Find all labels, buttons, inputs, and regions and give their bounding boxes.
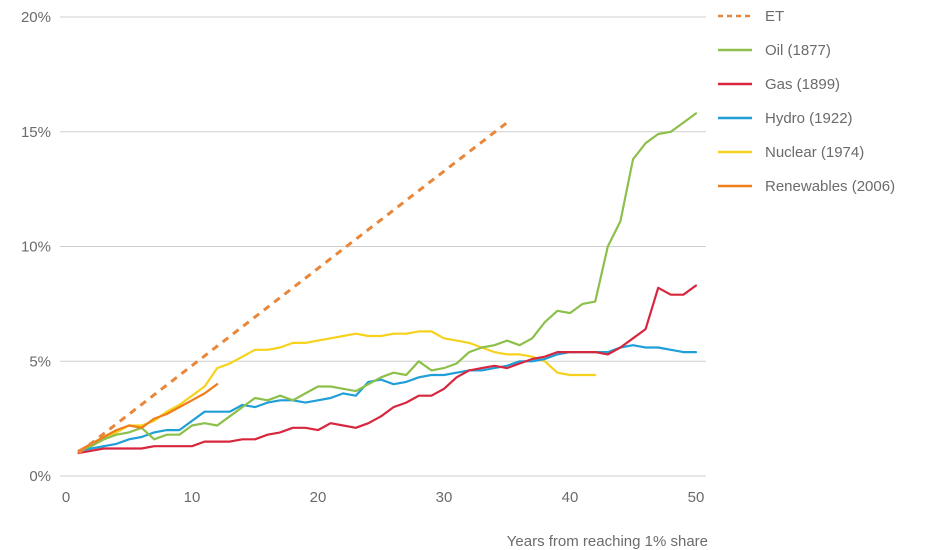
x-tick-label: 40 xyxy=(562,489,579,506)
series-line-gas-1899 xyxy=(77,284,698,455)
legend: ET Oil (1877) Gas (1899) Hydro (1922) Nuclea… xyxy=(718,8,895,195)
legend-label: Oil (1877) xyxy=(765,42,831,59)
legend-label: Renewables (2006) xyxy=(765,178,895,195)
x-tick-label: 10 xyxy=(184,489,201,506)
horizontal-gridlines xyxy=(60,16,706,477)
y-tick-label: 20% xyxy=(21,9,51,26)
series-line-nuclear-1974 xyxy=(77,330,597,452)
legend-label: Hydro (1922) xyxy=(765,110,853,127)
y-tick-label: 0% xyxy=(29,468,51,485)
legend-label: Gas (1899) xyxy=(765,76,840,93)
x-tick-label: 0 xyxy=(62,489,70,506)
y-tick-label: 10% xyxy=(21,239,51,256)
y-axis-tick-labels: 0% 5% 10% 15% 20% xyxy=(21,9,51,485)
x-axis-label: Years from reaching 1% share xyxy=(507,533,708,550)
y-tick-label: 15% xyxy=(21,124,51,141)
x-tick-label: 50 xyxy=(688,489,705,506)
series-lines xyxy=(77,112,698,455)
series-line-oil-1877 xyxy=(77,112,698,452)
y-tick-label: 5% xyxy=(29,353,51,370)
series-line-et xyxy=(77,121,508,455)
series-line-renewables-2006 xyxy=(77,383,219,452)
legend-label: Nuclear (1974) xyxy=(765,144,864,161)
x-axis-tick-labels: 0 10 20 30 40 50 xyxy=(62,489,705,506)
x-tick-label: 20 xyxy=(310,489,327,506)
x-tick-label: 30 xyxy=(436,489,453,506)
legend-label: ET xyxy=(765,8,784,25)
